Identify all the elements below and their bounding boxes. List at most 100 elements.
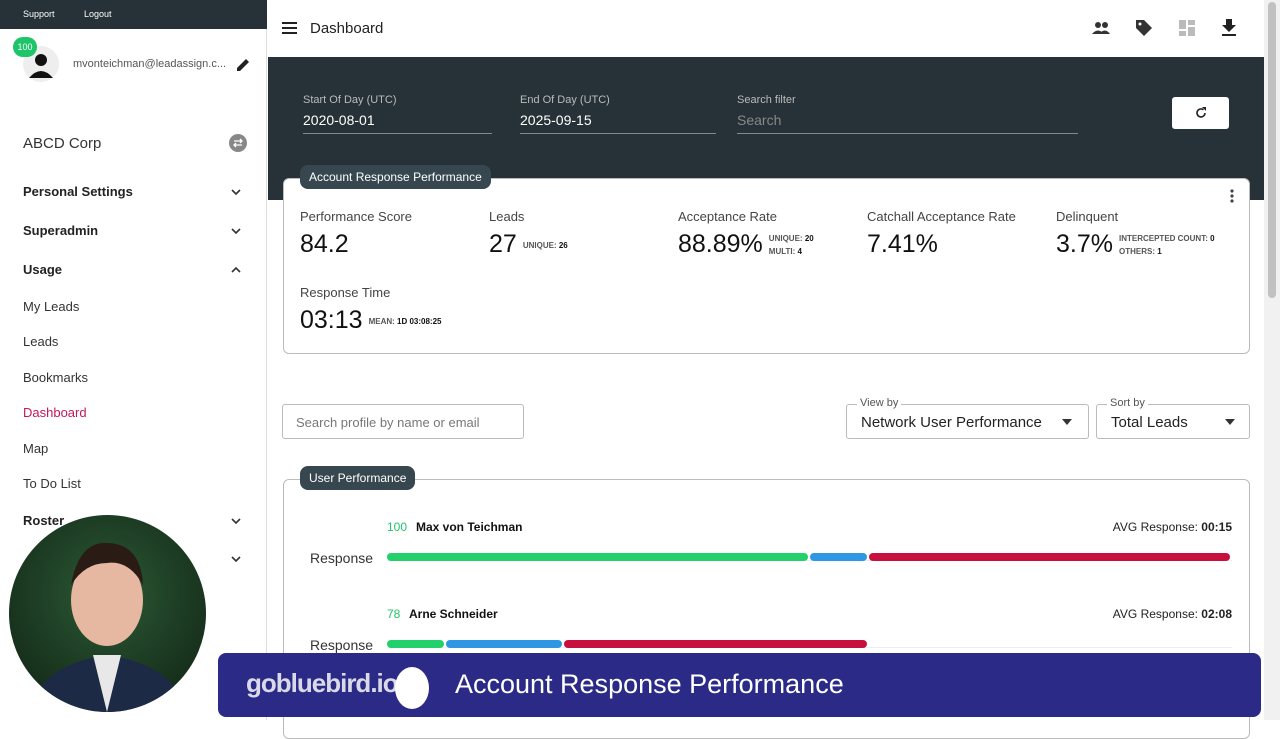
filter-underline [737, 133, 1078, 134]
user-name[interactable]: Arne Schneider [409, 607, 498, 621]
note-label: OTHERS: [1118, 247, 1155, 256]
metric-value: 7.41% [867, 230, 938, 258]
filter-underline [303, 133, 492, 134]
menu-item[interactable]: Map [23, 440, 49, 456]
brand: gobluebird.io [246, 668, 399, 698]
filter-value[interactable]: 2025-09-15 [520, 112, 592, 128]
tag-icon[interactable] [1135, 19, 1153, 37]
scrollbar [1264, 0, 1280, 720]
row-label: Response [310, 550, 374, 566]
response-segment [564, 640, 867, 648]
users-title: User Performance [300, 466, 416, 490]
metrics-card [283, 178, 1250, 354]
sort-by-select[interactable]: Sort by Total Leads [1096, 397, 1250, 439]
metric-note: UNIQUE: 20 [769, 234, 814, 243]
app-header: Dashboard [268, 0, 1268, 57]
egg-logo [395, 667, 429, 709]
view-by-select[interactable]: View by Network User Performance [846, 397, 1089, 439]
page-title: Dashboard [310, 20, 384, 37]
user-score: 78 [387, 607, 401, 621]
scroll-thumb[interactable] [1268, 2, 1276, 298]
user-name[interactable]: Max von Teichman [416, 520, 523, 534]
note-label: MEAN: [368, 317, 395, 326]
menu-item[interactable]: Dashboard [23, 405, 87, 421]
presenter [29, 542, 187, 712]
filter-value[interactable]: 2020-08-01 [303, 112, 375, 128]
chevron[interactable] [230, 515, 242, 527]
note-label: UNIQUE: [522, 241, 557, 250]
metric-label: Acceptance Rate [678, 209, 778, 224]
note-label: INTERCEPTED COUNT: [1118, 234, 1208, 243]
note-value: 1D 03:08:25 [397, 317, 442, 326]
metric-value: 84.2 [300, 230, 349, 258]
filter-value[interactable]: Search [737, 112, 782, 128]
view-by-value: Network User Performance [861, 414, 1042, 431]
metric-note: INTERCEPTED COUNT: 0 [1119, 234, 1215, 243]
metric-label: Catchall Acceptance Rate [867, 209, 1016, 224]
note-value: 0 [1210, 234, 1215, 243]
response-segment [809, 553, 867, 561]
metrics-title: Account Response Performance [300, 165, 491, 189]
metric-note: OTHERS: 1 [1119, 247, 1162, 256]
menu-toggle[interactable] [282, 21, 298, 35]
top-strip: Support Logout [0, 0, 267, 29]
org-name: ABCD Corp [23, 135, 102, 152]
response-segment [446, 640, 563, 648]
banner-text: Account Response Performance [455, 669, 844, 699]
chevron[interactable] [230, 264, 242, 276]
menu-item[interactable]: Bookmarks [23, 369, 89, 385]
chevron[interactable] [230, 186, 242, 198]
metric-note: MEAN: 1D 03:08:25 [369, 317, 442, 326]
track-line [387, 560, 1232, 561]
metric-label: Performance Score [300, 209, 412, 224]
score-badge: 100 [13, 37, 37, 57]
note-value: 1 [1157, 247, 1162, 256]
metric-value: 03:13 [300, 306, 363, 334]
support-link[interactable]: Support [23, 9, 55, 19]
menu-section[interactable]: Usage [23, 262, 63, 277]
people-icon[interactable] [1092, 20, 1110, 36]
metric-value: 3.7% [1056, 230, 1113, 258]
logout-link[interactable]: Logout [84, 9, 112, 19]
dashboard-icon[interactable] [1179, 20, 1195, 36]
avatar[interactable] [23, 46, 59, 82]
download-icon[interactable] [1222, 19, 1236, 36]
sidebar: Support Logout 100 mvonteichman@leadassi… [0, 0, 267, 720]
view-by-label: View by [857, 397, 902, 409]
menu-section[interactable]: Roster [23, 513, 65, 528]
menu-section[interactable]: Superadmin [23, 223, 99, 238]
menu-item[interactable]: My Leads [23, 299, 80, 314]
webcam-overlay [9, 515, 206, 712]
avg-value: 00:15 [1201, 520, 1232, 534]
filter-label: End Of Day (UTC) [520, 94, 610, 106]
more-menu[interactable] [1229, 188, 1235, 204]
menu-item[interactable]: To Do List [23, 476, 81, 491]
sort-by-value: Total Leads [1111, 414, 1188, 431]
chevron[interactable] [230, 553, 242, 565]
menu-item[interactable]: Leads [23, 334, 59, 350]
note-value: 20 [804, 234, 814, 243]
edit-icon[interactable] [235, 57, 251, 73]
row-label: Response [310, 637, 374, 653]
refresh-button[interactable] [1172, 97, 1229, 129]
dropdown-arrow [1225, 419, 1235, 425]
menu-section[interactable]: Personal Settings [23, 184, 133, 199]
note-value: 26 [558, 241, 568, 250]
filter-underline [520, 133, 716, 134]
avg-response: AVG Response: 00:15 [1113, 520, 1232, 534]
avg-value: 02:08 [1201, 607, 1232, 621]
response-segment [387, 640, 445, 648]
metric-label: Delinquent [1056, 209, 1119, 224]
chevron[interactable] [230, 225, 242, 237]
user-score: 100 [387, 520, 408, 534]
switch-org[interactable] [229, 134, 247, 152]
avg-label: AVG Response: [1112, 607, 1198, 621]
avg-response: AVG Response: 02:08 [1113, 607, 1232, 621]
metric-note: MULTI: 4 [769, 247, 802, 256]
profile-search[interactable]: Search profile by name or email [282, 404, 524, 439]
email: mvonteichman@leadassign.c... [73, 58, 227, 70]
filter-label: Start Of Day (UTC) [303, 94, 397, 106]
response-segment [387, 553, 808, 561]
metric-note: UNIQUE: 26 [523, 241, 568, 250]
